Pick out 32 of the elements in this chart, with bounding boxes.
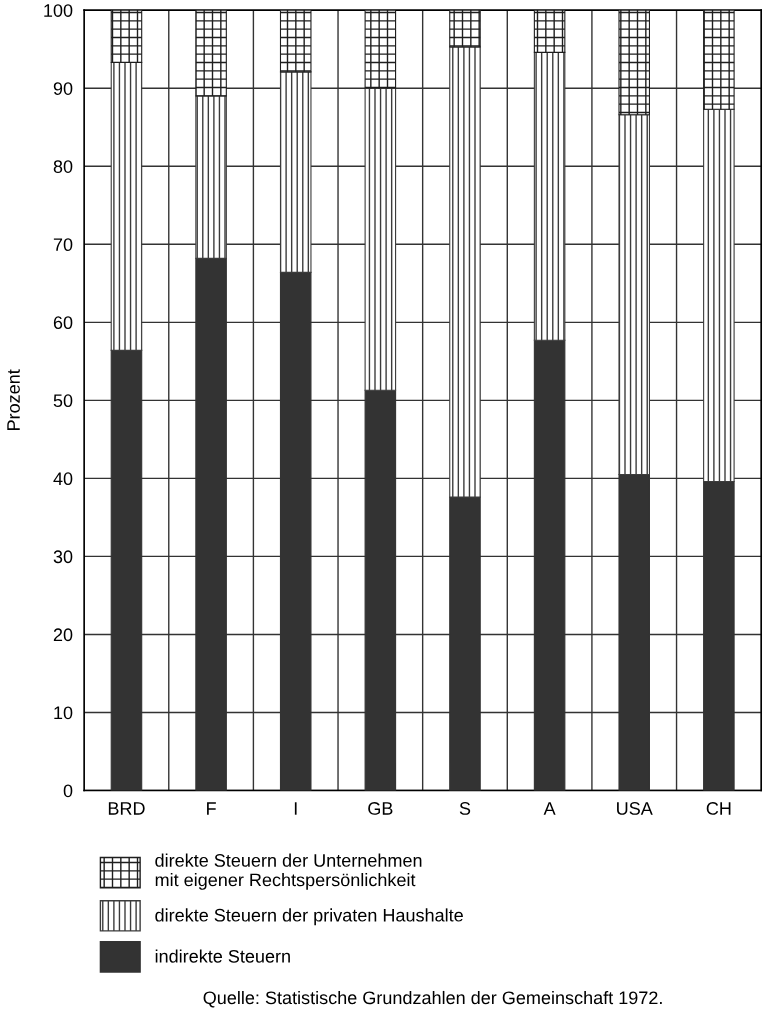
y-tick-label: 10 [54, 706, 73, 720]
bar [195, 10, 227, 97]
x-tick-label: USA [617, 802, 653, 815]
x-tick-label: BRD [108, 802, 145, 815]
x-tick-label: A [543, 802, 556, 815]
y-tick-label: 30 [53, 550, 73, 564]
y-tick-label: 80 [53, 160, 73, 173]
y-tick-label: 20 [53, 628, 73, 642]
bar [110, 10, 143, 64]
bar [703, 10, 735, 110]
legend-label: direkte Steuern der privaten Haushalte [155, 908, 463, 926]
x-tick-label: S [459, 802, 471, 815]
legend-label: indirekte Steuern [155, 949, 290, 963]
y-tick-label: 100 [44, 4, 73, 17]
y-axis-title: Prozent [7, 369, 20, 430]
y-tick-label: 90 [53, 82, 73, 95]
legend-label: direkte Steuern der Unternehmen mit eigener Rechtspersönlichkeit [155, 853, 422, 890]
x-tick-label: F [207, 802, 216, 815]
y-tick-label: 40 [53, 472, 73, 486]
bar [449, 10, 481, 48]
bar [279, 10, 312, 73]
source-note: Quelle: Statistische Grundzahlen der Gemeinschaft 1972. [203, 990, 662, 1008]
y-tick-label: 50 [53, 394, 73, 408]
bar [618, 10, 651, 116]
bar [533, 10, 566, 53]
x-tick-label: I [294, 802, 297, 815]
y-tick-label: 60 [53, 316, 73, 330]
y-tick-label: 0 [63, 784, 73, 798]
x-tick-label: CH [706, 802, 731, 815]
bar [364, 10, 397, 89]
y-tick-label: 70 [53, 238, 73, 252]
x-tick-label: GB [368, 802, 393, 815]
